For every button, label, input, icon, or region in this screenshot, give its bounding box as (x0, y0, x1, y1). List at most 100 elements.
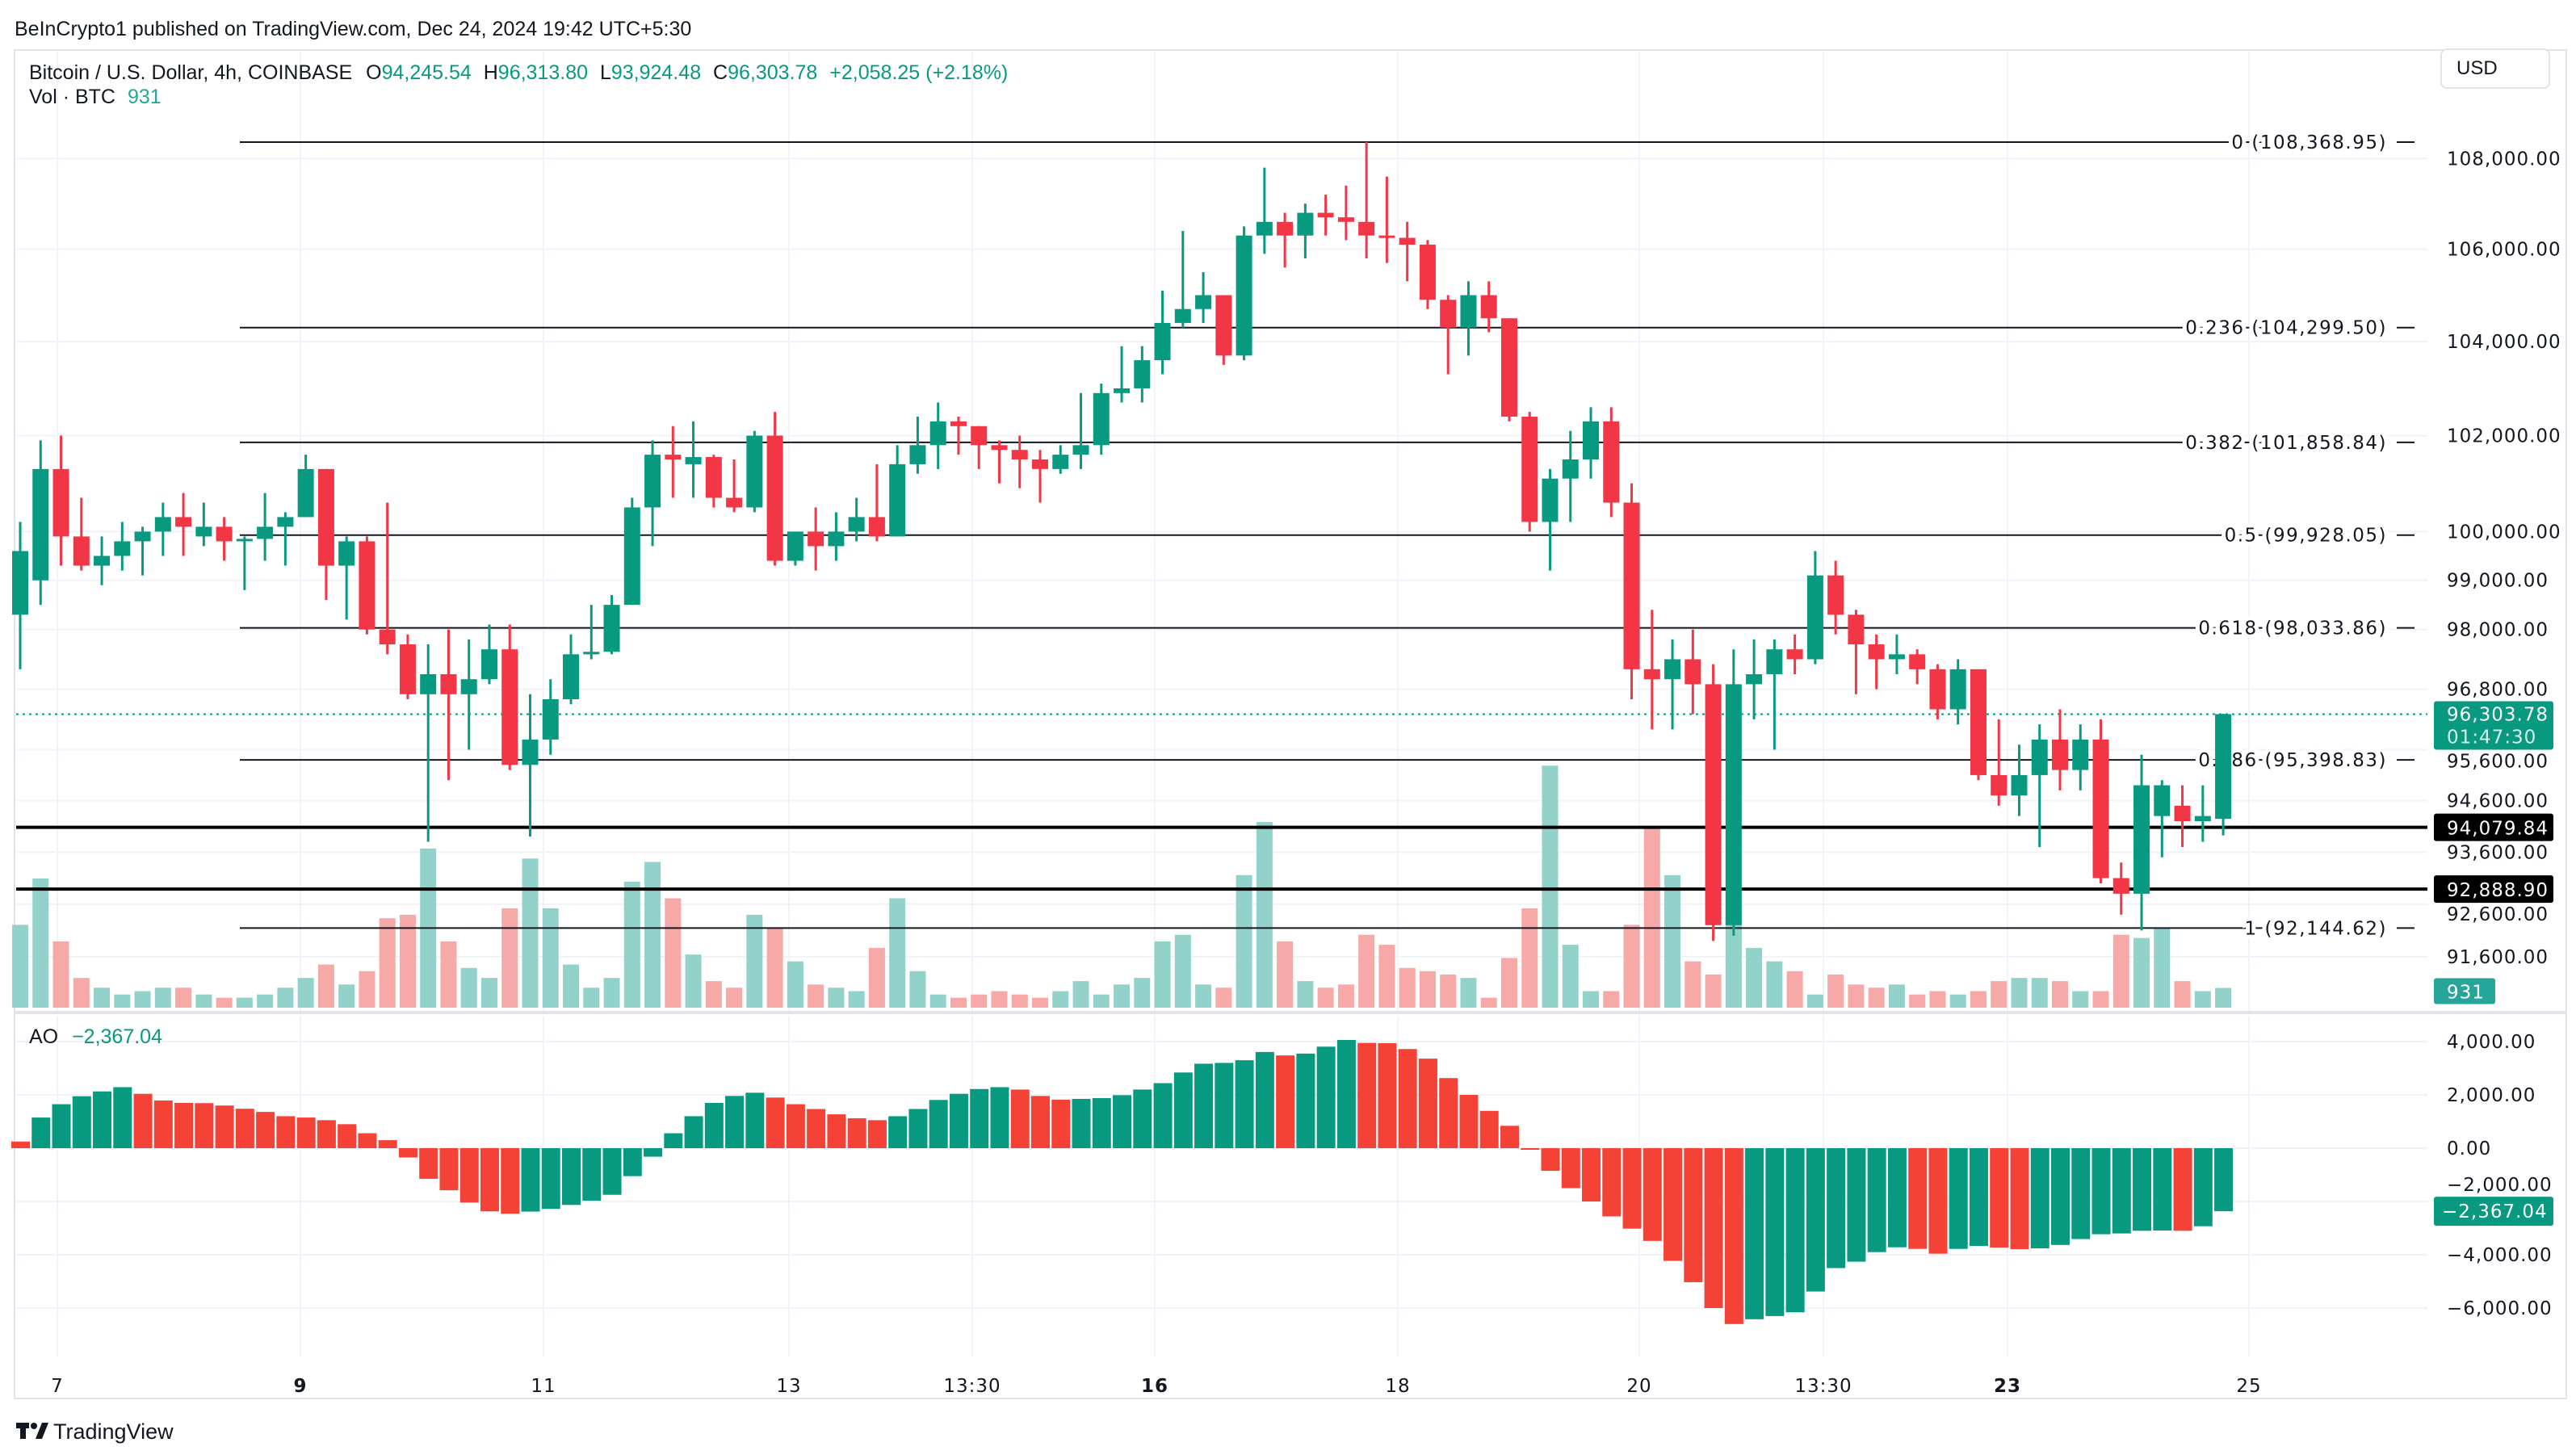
volume-bar (950, 997, 967, 1008)
ao-value-badge (2434, 1197, 2553, 1226)
candle-body (1500, 318, 1517, 417)
ao-axis[interactable]: 4,000.00 2,000.00 0.00 −2,000.00 −4,000.00 −6… (2434, 1032, 2553, 1319)
candle (2133, 754, 2150, 931)
ao-bar (11, 1141, 30, 1148)
candle (1337, 185, 1354, 241)
candle-body (563, 654, 580, 700)
ao-bar (2112, 1148, 2131, 1234)
candle-body (317, 468, 334, 566)
tradingview-logo[interactable]: TradingView (16, 1419, 174, 1444)
ao-bar (1479, 1110, 1499, 1148)
high-value: 96,313.80 (498, 61, 588, 84)
volume-bar (175, 987, 192, 1008)
candle-body (1583, 421, 1600, 460)
ao-bar (1806, 1148, 1825, 1292)
candle-body (1134, 360, 1151, 388)
candle-body (338, 541, 355, 566)
ao-bar (1643, 1148, 1662, 1241)
candle-body (705, 457, 722, 498)
volume-bar (1500, 958, 1517, 1008)
ao-bar (1887, 1148, 1907, 1247)
time-axis[interactable]: 7 9 11 13 13:30 16 18 20 13:30 23 25 (51, 1376, 2261, 1397)
candle (787, 531, 803, 566)
candle (297, 455, 314, 518)
volume-bar (1725, 915, 1742, 1008)
low-label: L (600, 61, 611, 84)
price-tick-label: 108,000.00 (2447, 149, 2561, 170)
candle-body (154, 517, 171, 532)
candle (950, 417, 967, 455)
candle-body (1766, 649, 1783, 675)
candle (1011, 435, 1028, 488)
candle-body (685, 457, 702, 464)
candle-body (1011, 450, 1028, 460)
volume-bar (1848, 984, 1865, 1008)
candle (12, 522, 28, 669)
horizontal-line-badge-label: 92,888.90 (2447, 880, 2549, 901)
symbol-legend[interactable]: Bitcoin / U.S. Dollar, 4h, COINBASE O94,… (29, 61, 1008, 84)
candle (889, 445, 906, 537)
candle (1317, 195, 1334, 236)
ao-bar (2133, 1148, 2152, 1231)
candle-body (1664, 659, 1681, 680)
volume-bar (1623, 925, 1640, 1008)
candle-body (1297, 212, 1314, 236)
candle (705, 455, 722, 508)
ao-bar (1847, 1148, 1866, 1262)
candle (480, 624, 497, 685)
ao-bar (2051, 1148, 2070, 1245)
candle-body (1684, 659, 1701, 685)
ao-tick-label: −4,000.00 (2447, 1245, 2553, 1266)
price-axis[interactable]: 108,000.00 106,000.00 104,000.00 102,000.00… (2447, 149, 2561, 968)
volume-bar (746, 915, 763, 1008)
candle-body (991, 445, 1008, 451)
price-tick-label: 99,000.00 (2447, 571, 2549, 592)
horizontal-lines[interactable] (16, 825, 2427, 891)
candle (154, 502, 171, 556)
volume-bar (1358, 934, 1375, 1008)
price-tick-label: 93,600.00 (2447, 842, 2549, 863)
candle-body (2133, 785, 2150, 894)
price-tick-label: 102,000.00 (2447, 426, 2561, 447)
volume-bar (2092, 991, 2109, 1008)
ao-legend-value: −2,367.04 (72, 1025, 162, 1048)
volume-bar (501, 908, 518, 1008)
volume-bar (1297, 981, 1314, 1008)
ao-bar (1521, 1148, 1540, 1150)
volume-bar (2112, 934, 2129, 1008)
volume-bar (216, 997, 233, 1008)
ao-bar (1276, 1055, 1295, 1148)
ao-bar (1765, 1148, 1785, 1316)
fibonacci-retracement[interactable]: 0 (108,368.95) 0.236 (104,299.50) 0.382 (1… (240, 128, 2414, 943)
currency-button[interactable]: USD (2440, 48, 2550, 89)
ao-bar (541, 1148, 560, 1210)
candle-body (909, 445, 926, 464)
ao-bar (2010, 1148, 2029, 1250)
candle-body (623, 507, 640, 606)
ao-bar (2193, 1148, 2213, 1226)
candle (399, 634, 416, 700)
volume-bar (1317, 987, 1334, 1008)
candle-body (1949, 669, 1966, 710)
price-tick-label: 95,600.00 (2447, 751, 2549, 772)
ao-bar (644, 1148, 663, 1157)
ao-bar (398, 1148, 417, 1158)
horizontal-line-badge-label: 94,079.84 (2447, 819, 2549, 840)
volume-bar (1562, 945, 1579, 1008)
candle-body (1337, 217, 1354, 222)
published-caption: BeInCrypto1 published on TradingView.com… (15, 18, 691, 40)
ao-legend[interactable]: AO −2,367.04 (29, 1025, 162, 1048)
volume-legend[interactable]: Vol · BTC 931 (29, 86, 162, 108)
candle-body (644, 455, 661, 508)
ao-bar (358, 1133, 377, 1148)
candle-body (787, 531, 803, 561)
ao-bar (1541, 1148, 1560, 1172)
candle-body (522, 739, 539, 765)
candle-body (1991, 774, 2008, 796)
candle-body (12, 551, 28, 615)
ao-bar (1827, 1148, 1846, 1268)
candle (94, 536, 111, 585)
candle-body (1746, 674, 1763, 685)
